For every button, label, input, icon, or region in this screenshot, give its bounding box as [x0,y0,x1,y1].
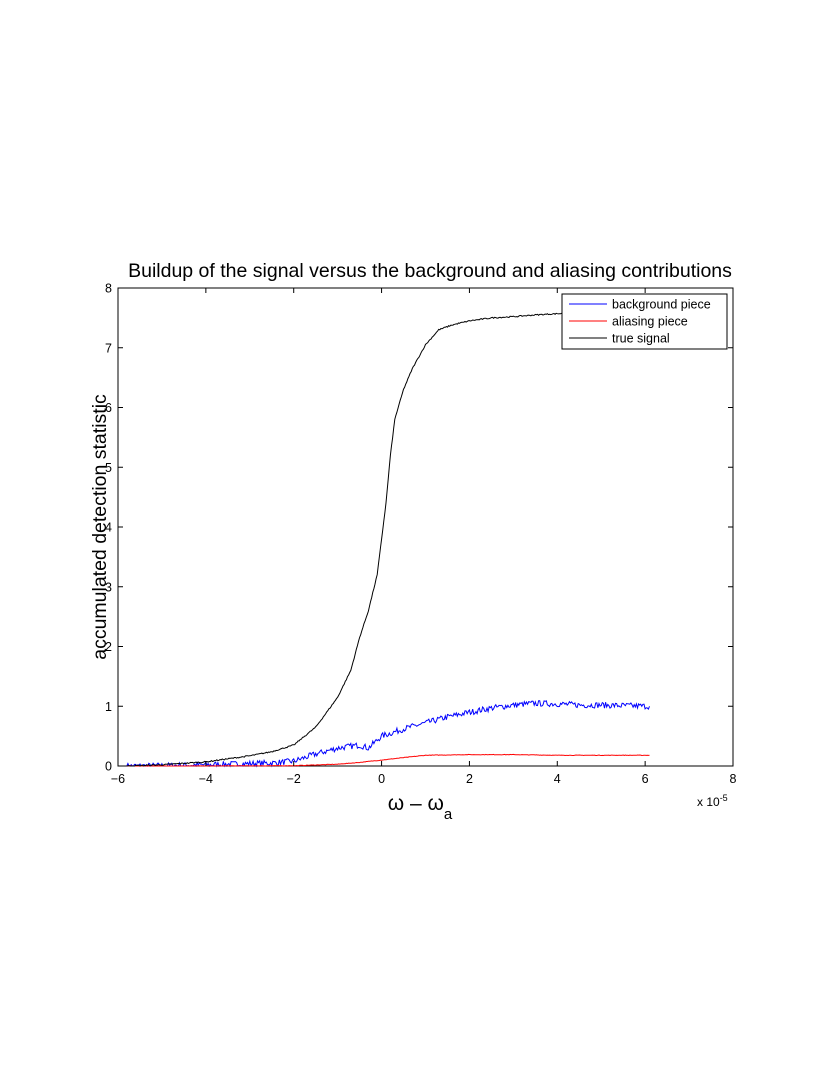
y-tick-label: 3 [105,580,112,594]
series-line-1 [126,753,650,767]
plot-area-frame [117,287,734,767]
legend-label-2: true signal [612,332,670,346]
y-tick-label: 0 [105,760,112,774]
x-tick-label: 4 [554,772,561,786]
series-line-0 [126,700,650,768]
x-tick-label: −4 [199,772,213,786]
y-tick-label: 2 [105,640,112,654]
chart-title: Buildup of the signal versus the backgro… [128,260,732,282]
legend-label-1: aliasing piece [612,315,688,329]
x-tick-label: 2 [466,772,473,786]
y-axis-ticks: 0 1 2 3 4 5 6 7 8 [105,282,733,774]
legend: background piece aliasing piece true signa… [561,293,728,350]
x-tick-label: 8 [730,772,737,786]
x-tick-label: 0 [378,772,385,786]
x-tick-label: −6 [111,772,125,786]
y-tick-label: 4 [105,521,112,535]
x-tick-label: −2 [287,772,301,786]
x-axis-label-subscript: a [444,806,453,823]
plot-axes [117,287,734,767]
x-axis-label: ω – ωa [388,792,453,823]
y-tick-label: 6 [105,401,112,415]
x-exponent-prefix: x 10 [697,795,720,809]
y-tick-label: 8 [105,282,112,296]
legend-label-0: background piece [612,298,711,312]
y-tick-label: 1 [105,700,112,714]
x-axis-ticks: −6 −4 −2 0 2 4 6 8 [111,288,737,786]
x-exponent-label: x 10-5 [697,793,728,809]
x-exponent-power: -5 [720,793,728,803]
y-axis-label: accumulated detection statistic [89,394,111,660]
x-tick-label: 6 [642,772,649,786]
x-axis-label-main: ω – ω [388,792,444,815]
y-tick-label: 7 [105,341,112,355]
y-tick-label: 5 [105,461,112,475]
